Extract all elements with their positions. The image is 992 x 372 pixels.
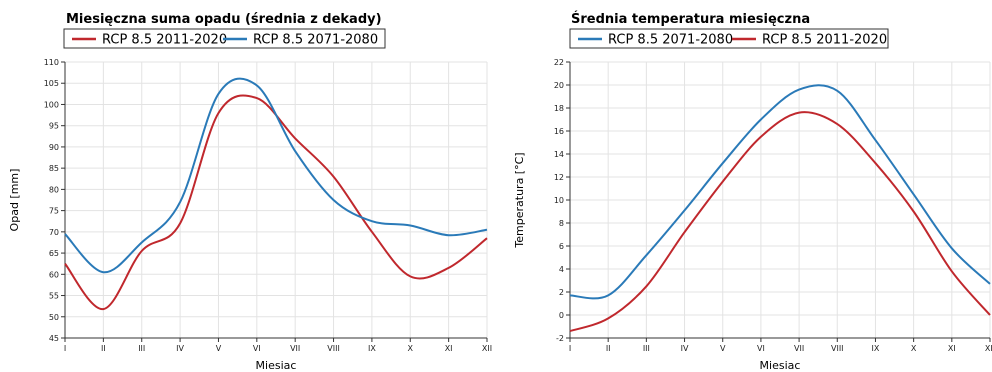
legend-label: RCP 8.5 2071-2080 <box>608 33 733 48</box>
y-tick-label: 85 <box>49 164 59 173</box>
y-tick-label: 55 <box>49 292 59 301</box>
x-axis-label: Miesiac <box>760 359 801 372</box>
legend-label: RCP 8.5 2011-2020 <box>762 33 887 48</box>
x-tick-label: XI <box>445 344 453 353</box>
x-tick-label: II <box>606 344 611 353</box>
y-tick-label: 65 <box>49 249 59 258</box>
y-tick-label: 0 <box>559 311 564 320</box>
y-tick-label: 60 <box>49 270 59 279</box>
y-tick-label: 105 <box>44 79 59 88</box>
x-tick-label: IX <box>368 344 376 353</box>
x-tick-label: I <box>569 344 571 353</box>
y-tick-label: 22 <box>554 58 564 67</box>
x-tick-label: III <box>138 344 145 353</box>
chart-svg: Miesięczna suma opadu (średnia z dekady)… <box>8 12 492 372</box>
x-tick-label: V <box>720 344 726 353</box>
series-line <box>569 111 991 333</box>
x-tick-label: VI <box>757 344 765 353</box>
x-tick-label: XII <box>985 344 992 353</box>
x-tick-label: V <box>216 344 222 353</box>
x-tick-label: X <box>408 344 414 353</box>
legend-box <box>569 28 889 49</box>
y-tick-label: 8 <box>559 219 564 228</box>
chart-title: Średnia temperatura miesięczna <box>571 11 810 27</box>
series-line <box>569 84 991 300</box>
x-tick-label: VI <box>253 344 261 353</box>
y-axis-label: Opad [mm] <box>8 169 21 232</box>
y-tick-label: 18 <box>554 104 564 113</box>
x-tick-label: VIII <box>831 344 844 353</box>
y-tick-label: 75 <box>49 207 59 216</box>
y-tick-label: 20 <box>554 81 564 90</box>
x-tick-label: VIII <box>327 344 340 353</box>
y-tick-label: 90 <box>49 143 59 152</box>
y-tick-label: 95 <box>49 122 59 131</box>
x-tick-label: XI <box>948 344 956 353</box>
y-tick-label: 2 <box>559 288 564 297</box>
y-tick-label: 70 <box>49 228 59 237</box>
x-tick-label: IX <box>872 344 880 353</box>
x-tick-label: I <box>64 344 66 353</box>
x-tick-label: VII <box>794 344 804 353</box>
chart-svg: Średnia temperatura miesięczna RCP 8.5 20… <box>513 11 992 372</box>
y-tick-label: 6 <box>559 242 564 251</box>
chart-title: Miesięczna suma opadu (średnia z dekady) <box>66 12 382 27</box>
y-tick-label: 14 <box>554 150 564 159</box>
series-line <box>64 94 488 311</box>
series-line <box>64 77 488 274</box>
x-axis-label: Miesiac <box>256 359 297 372</box>
x-tick-label: IV <box>681 344 689 353</box>
x-tick-label: III <box>643 344 650 353</box>
y-tick-label: 50 <box>49 313 59 322</box>
y-tick-label: -2 <box>556 334 564 343</box>
y-tick-label: 12 <box>554 173 564 182</box>
y-axis-label: Temperatura [°C] <box>513 152 526 248</box>
legend-label: RCP 8.5 2071-2080 <box>253 33 378 48</box>
precipitation-chart: Miesięczna suma opadu (średnia z dekady)… <box>8 12 492 372</box>
x-tick-label: IV <box>176 344 184 353</box>
x-tick-label: XII <box>482 344 492 353</box>
y-tick-label: 10 <box>554 196 564 205</box>
y-tick-label: 16 <box>554 127 564 136</box>
y-tick-label: 4 <box>559 265 564 274</box>
legend-label: RCP 8.5 2011-2020 <box>102 33 227 48</box>
x-tick-label: VII <box>290 344 300 353</box>
temperature-chart: Średnia temperatura miesięczna RCP 8.5 20… <box>496 0 992 372</box>
y-tick-label: 45 <box>49 334 59 343</box>
y-tick-label: 80 <box>49 185 59 194</box>
y-tick-label: 110 <box>44 58 59 67</box>
x-tick-label: II <box>101 344 106 353</box>
x-tick-label: X <box>911 344 917 353</box>
y-tick-label: 100 <box>44 100 59 109</box>
